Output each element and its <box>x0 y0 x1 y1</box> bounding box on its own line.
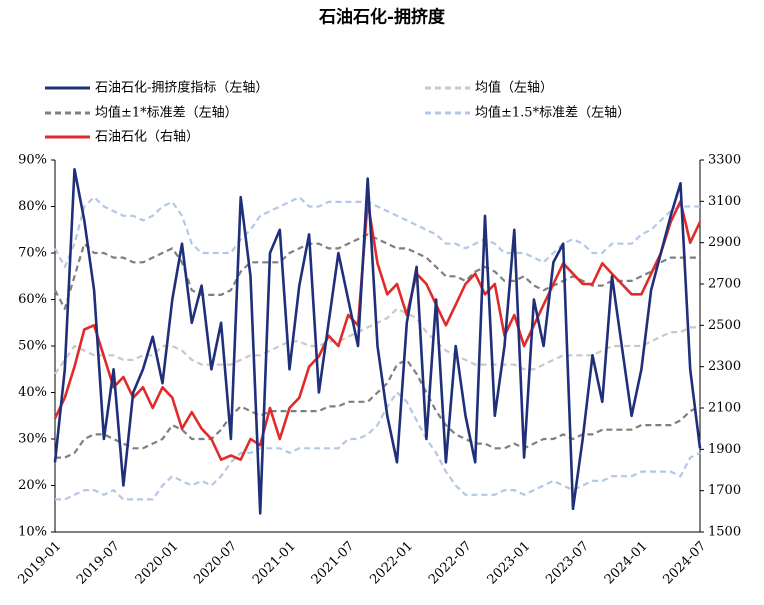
y-tick-label: 10% <box>18 525 47 540</box>
y2-tick-label: 1500 <box>708 525 741 540</box>
x-tick-label: 2019-01 <box>15 539 64 588</box>
x-tick-label: 2022-07 <box>426 539 475 588</box>
y2-tick-label: 2100 <box>708 401 741 416</box>
y2-tick-label: 2500 <box>708 318 741 333</box>
x-tick-label: 2024-07 <box>660 539 709 588</box>
y-tick-label: 70% <box>18 246 47 261</box>
series-line <box>54 233 700 310</box>
y-tick-label: 40% <box>18 385 47 400</box>
y2-tick-label: 1900 <box>708 442 741 457</box>
series-line <box>53 200 702 461</box>
x-tick-label: 2021-01 <box>250 539 299 588</box>
x-tick-label: 2021-07 <box>309 539 358 588</box>
y2-tick-label: 2700 <box>708 277 741 292</box>
y2-tick-label: 3300 <box>708 153 741 168</box>
y2-tick-label: 3100 <box>708 194 741 209</box>
y2-tick-label: 2900 <box>708 235 741 250</box>
x-tick-label: 2020-07 <box>191 539 240 588</box>
x-tick-label: 2019-07 <box>74 539 123 588</box>
y2-tick-label: 1700 <box>708 483 741 498</box>
x-tick-label: 2023-01 <box>485 539 534 588</box>
y-tick-label: 50% <box>18 339 47 354</box>
series-line <box>54 307 700 375</box>
y-tick-label: 30% <box>18 432 47 447</box>
y-tick-label: 80% <box>18 199 47 214</box>
series-line-lower <box>55 391 701 501</box>
series-line-lower <box>55 358 701 459</box>
x-tick-label: 2024-01 <box>602 539 651 588</box>
y2-tick-label: 2300 <box>708 359 741 374</box>
y-tick-label: 90% <box>18 153 47 168</box>
x-tick-label: 2020-01 <box>133 539 182 588</box>
y-tick-label: 60% <box>18 292 47 307</box>
y-tick-label: 20% <box>18 478 47 493</box>
legend-label: 均值±1.5*标准差（左轴） <box>475 105 630 121</box>
legend-label: 石油石化-拥挤度指标（左轴） <box>95 80 268 96</box>
legend-label: 均值±1*标准差（左轴） <box>95 105 238 121</box>
legend-label: 石油石化（右轴） <box>95 130 199 145</box>
chart-title: 石油石化-拥挤度 <box>318 7 446 28</box>
legend-label: 均值（左轴） <box>475 80 553 96</box>
series-line <box>54 196 700 268</box>
series-line <box>53 168 702 515</box>
x-tick-label: 2023-07 <box>543 539 592 588</box>
x-tick-label: 2022-01 <box>367 539 416 588</box>
